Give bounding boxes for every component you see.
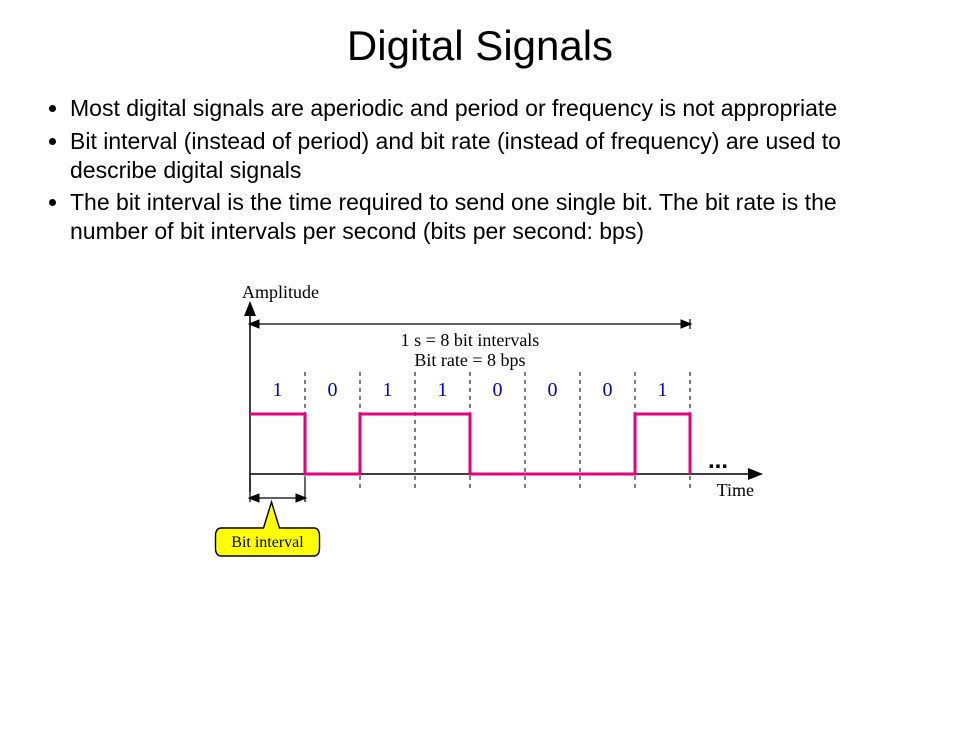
bit-label: 0 (493, 379, 503, 401)
bit-label: 1 (383, 379, 393, 401)
bit-label: 0 (548, 379, 558, 401)
bit-label: 0 (603, 379, 613, 401)
x-axis-label: Time (717, 480, 754, 500)
signal-waveform (250, 414, 690, 474)
bullet-item: Most digital signals are aperiodic and p… (70, 94, 910, 123)
slide: Digital Signals Most digital signals are… (0, 22, 960, 742)
page-title: Digital Signals (0, 22, 960, 70)
top-label-2: Bit rate = 8 bps (414, 350, 525, 370)
bullet-item: Bit interval (instead of period) and bit… (70, 127, 910, 185)
bit-label: 1 (438, 379, 448, 401)
bullet-item: The bit interval is the time required to… (70, 188, 910, 246)
bit-label: 0 (328, 379, 338, 401)
diagram-container: Amplitude Time 1 s = 8 bit intervalsBit ra… (0, 274, 960, 574)
callout-label: Bit interval (231, 534, 304, 551)
top-label-1: 1 s = 8 bit intervals (401, 330, 540, 350)
bullet-list: Most digital signals are aperiodic and p… (70, 94, 910, 246)
bit-label: 1 (658, 379, 668, 401)
bit-label: 1 (273, 379, 283, 401)
ellipsis: ... (708, 447, 728, 474)
y-axis-label: Amplitude (242, 282, 319, 302)
signal-diagram: Amplitude Time 1 s = 8 bit intervalsBit ra… (180, 274, 780, 574)
